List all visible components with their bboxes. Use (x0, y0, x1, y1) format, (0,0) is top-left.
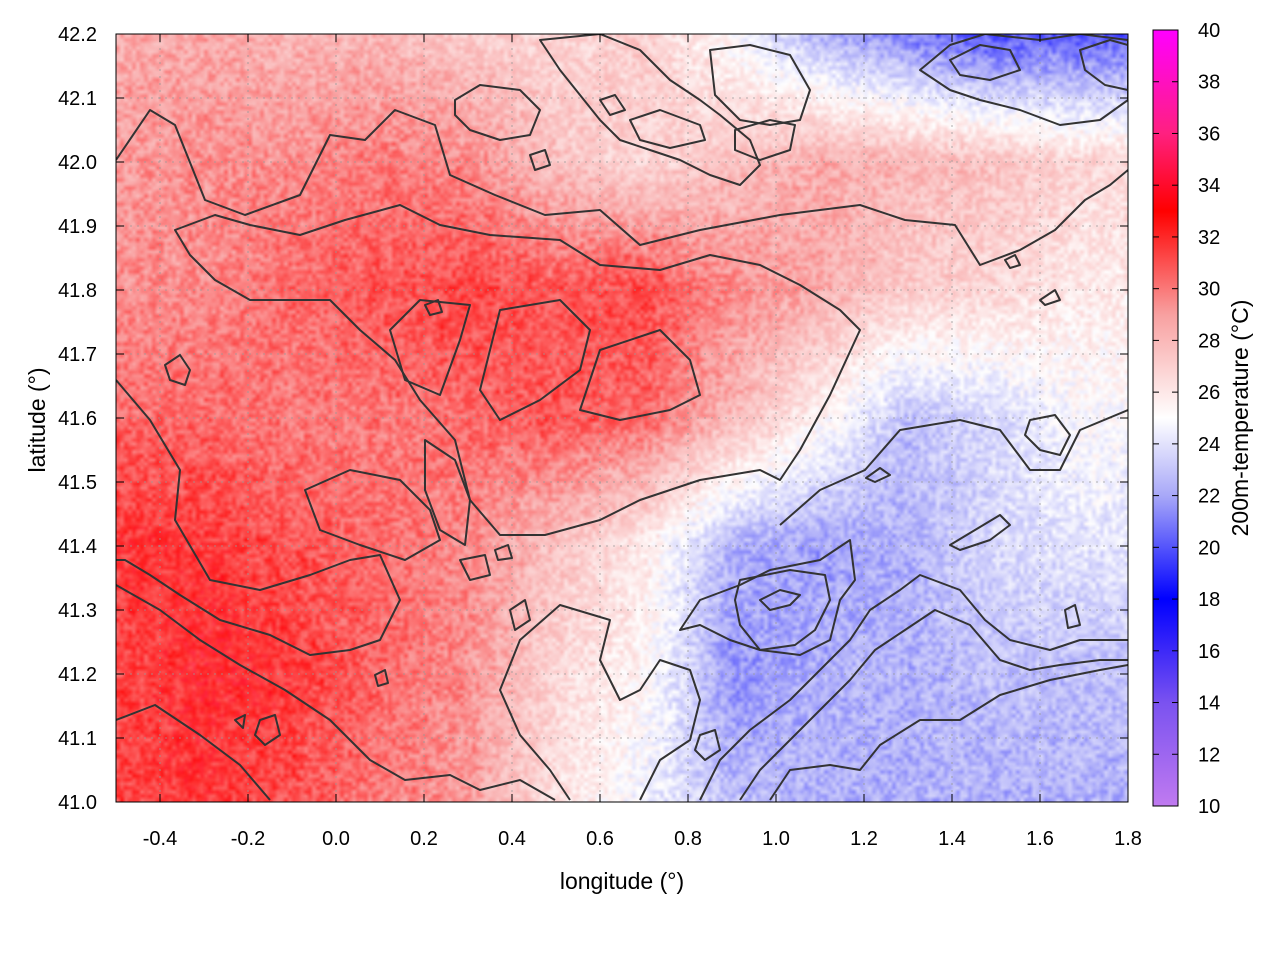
contour-line (424, 299, 443, 316)
colorbar-tick-label: 16 (1198, 641, 1220, 663)
contour-line (234, 714, 246, 729)
x-tick-label: 0.2 (410, 828, 438, 850)
x-tick-label: -0.2 (231, 828, 265, 850)
y-tick-label: 41.1 (58, 728, 97, 750)
contour-line (699, 574, 1128, 801)
colorbar-tick-label: 36 (1198, 123, 1220, 145)
contour-line (739, 609, 1128, 801)
contour-line (779, 409, 1128, 526)
contour-line (304, 469, 441, 561)
colorbar-tick-label: 40 (1198, 20, 1220, 42)
contour-line (1079, 39, 1128, 91)
contour-line (769, 664, 1128, 801)
y-tick-label: 41.7 (58, 344, 97, 366)
colorbar-tick-label: 12 (1198, 744, 1220, 766)
colorbar-tick-label: 32 (1198, 227, 1220, 249)
contour-line (919, 34, 1128, 126)
x-tick-label: 0.6 (586, 828, 614, 850)
y-tick-label: 41.9 (58, 216, 97, 238)
contour-line (1064, 604, 1081, 629)
contour-line (1004, 254, 1021, 269)
contour-line (629, 109, 706, 149)
colorbar-gradient (1152, 29, 1179, 807)
contour-line (374, 669, 389, 687)
contour-line (454, 84, 541, 141)
x-tick-label: 1.6 (1026, 828, 1054, 850)
colorbar-tick-label: 38 (1198, 72, 1220, 94)
contour-line (949, 44, 1021, 81)
x-tick-label: 1.4 (938, 828, 966, 850)
contour-line (116, 704, 271, 801)
colorbar-tick-label: 20 (1198, 537, 1220, 559)
x-tick-label: -0.4 (143, 828, 177, 850)
colorbar-tick-label: 28 (1198, 330, 1220, 352)
y-tick-label: 41.4 (58, 536, 97, 558)
contour-line (509, 599, 531, 631)
contour-line (254, 714, 281, 746)
colorbar-tick-label: 18 (1198, 589, 1220, 611)
y-tick-label: 42.2 (58, 24, 97, 46)
contour-line (499, 604, 701, 801)
contour-line (599, 94, 626, 116)
contour-line (174, 204, 861, 536)
contour-line (709, 44, 811, 126)
colorbar-tick-label: 10 (1198, 796, 1220, 818)
colorbar: 10 12 14 16 18 20 22 24 26 28 30 32 34 36 38 40 200m-te… (1152, 20, 1253, 818)
colorbar-tick-label: 22 (1198, 486, 1220, 508)
contour-line (389, 299, 471, 396)
contour-line (424, 439, 471, 546)
x-axis-title: longitude (°) (560, 868, 684, 894)
contour-line (759, 589, 801, 611)
contour-line (734, 569, 831, 651)
y-axis-title: latitude (°) (24, 367, 50, 472)
contour-line (579, 329, 701, 421)
grid-lines (116, 34, 1128, 802)
colorbar-tick-label: 30 (1198, 279, 1220, 301)
colorbar-ticks: 10 12 14 16 18 20 22 24 26 28 30 32 34 36 38 40 (1153, 20, 1220, 818)
y-tick-label: 42.1 (58, 88, 97, 110)
y-tick-label: 41.8 (58, 280, 97, 302)
colorbar-tick-label: 24 (1198, 434, 1220, 456)
colorbar-tick-label: 26 (1198, 382, 1220, 404)
contour-line (529, 149, 551, 171)
x-tick-label: 0.4 (498, 828, 526, 850)
x-tick-label: 1.8 (1114, 828, 1142, 850)
contour-line (494, 544, 513, 561)
contour-lines (116, 34, 1128, 801)
contour-line (734, 119, 796, 161)
contour-line (865, 467, 891, 483)
contour-line (116, 379, 401, 656)
contour-line (116, 584, 556, 801)
contour-line (1024, 414, 1071, 456)
contour-line (694, 729, 721, 761)
colorbar-title: 200m-temperature (°C) (1227, 300, 1253, 537)
y-tick-label: 42.0 (58, 152, 97, 174)
y-tick-label: 41.0 (58, 792, 97, 814)
colorbar-tick-label: 14 (1198, 693, 1220, 715)
x-tick-label: 0.0 (322, 828, 350, 850)
x-axis: -0.4 -0.2 0.0 0.2 0.4 0.6 0.8 1.0 1.2 1.4 1.6 1.8 (143, 34, 1142, 850)
contour-line (164, 354, 191, 386)
contour-line (539, 34, 761, 186)
colorbar-tick-label: 34 (1198, 175, 1220, 197)
contour-line (116, 109, 1128, 266)
plot-area (116, 34, 1128, 802)
y-tick-label: 41.3 (58, 600, 97, 622)
contour-line (949, 514, 1011, 551)
y-axis: 41.0 41.1 41.2 41.3 41.4 41.5 41.6 41.7 41.8 41.9… (58, 24, 1128, 814)
y-tick-label: 41.6 (58, 408, 97, 430)
y-tick-label: 41.5 (58, 472, 97, 494)
x-tick-label: 1.0 (762, 828, 790, 850)
contour-line (479, 299, 591, 421)
contour-line (679, 539, 856, 656)
x-tick-label: 0.8 (674, 828, 702, 850)
y-tick-label: 41.2 (58, 664, 97, 686)
x-tick-label: 1.2 (850, 828, 878, 850)
contour-line (1039, 289, 1061, 306)
contour-line (459, 554, 491, 581)
